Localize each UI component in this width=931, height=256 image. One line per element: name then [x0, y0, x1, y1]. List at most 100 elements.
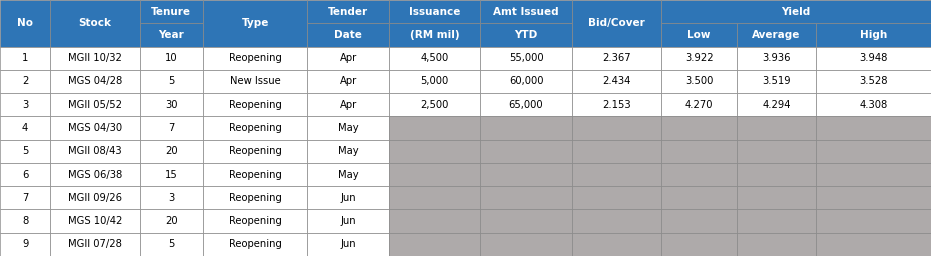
- Text: Date: Date: [334, 30, 362, 40]
- Text: Amt Issued: Amt Issued: [493, 7, 559, 17]
- Bar: [203, 140, 307, 163]
- Bar: [203, 233, 307, 256]
- Bar: [661, 233, 737, 256]
- Bar: [0, 93, 50, 116]
- Bar: [816, 23, 931, 47]
- Text: 8: 8: [22, 216, 28, 226]
- Text: MGII 10/32: MGII 10/32: [68, 53, 122, 63]
- Text: 6: 6: [22, 169, 28, 179]
- Bar: [661, 23, 737, 47]
- Text: Jun: Jun: [341, 216, 356, 226]
- Bar: [203, 47, 307, 70]
- Text: 2.367: 2.367: [602, 53, 630, 63]
- Text: Year: Year: [158, 30, 184, 40]
- Bar: [203, 209, 307, 233]
- Bar: [389, 70, 480, 93]
- Text: Reopening: Reopening: [229, 123, 281, 133]
- Bar: [307, 93, 389, 116]
- Text: Jun: Jun: [341, 239, 356, 249]
- Bar: [203, 0, 307, 47]
- Bar: [816, 209, 931, 233]
- Bar: [816, 186, 931, 209]
- Bar: [203, 70, 307, 93]
- Text: No: No: [17, 18, 34, 28]
- Bar: [389, 116, 480, 140]
- Bar: [737, 23, 816, 47]
- Bar: [140, 163, 203, 186]
- Text: 10: 10: [165, 53, 178, 63]
- Bar: [572, 209, 661, 233]
- Bar: [572, 93, 661, 116]
- Bar: [307, 186, 389, 209]
- Bar: [307, 47, 389, 70]
- Text: YTD: YTD: [515, 30, 537, 40]
- Bar: [307, 0, 389, 23]
- Bar: [816, 233, 931, 256]
- Bar: [480, 0, 572, 23]
- Text: Reopening: Reopening: [229, 239, 281, 249]
- Text: 4,500: 4,500: [421, 53, 449, 63]
- Bar: [203, 163, 307, 186]
- Text: Issuance: Issuance: [409, 7, 461, 17]
- Bar: [480, 186, 572, 209]
- Text: MGII 07/28: MGII 07/28: [68, 239, 122, 249]
- Bar: [50, 93, 140, 116]
- Bar: [0, 70, 50, 93]
- Bar: [661, 47, 737, 70]
- Bar: [737, 93, 816, 116]
- Text: Average: Average: [752, 30, 801, 40]
- Bar: [661, 0, 931, 23]
- Text: 3.922: 3.922: [685, 53, 713, 63]
- Bar: [203, 186, 307, 209]
- Bar: [0, 233, 50, 256]
- Text: 4.270: 4.270: [685, 100, 713, 110]
- Text: May: May: [338, 146, 358, 156]
- Text: 4.308: 4.308: [859, 100, 887, 110]
- Bar: [203, 116, 307, 140]
- Bar: [50, 140, 140, 163]
- Text: 55,000: 55,000: [508, 53, 544, 63]
- Text: Bid/Cover: Bid/Cover: [588, 18, 644, 28]
- Bar: [0, 0, 50, 47]
- Bar: [480, 70, 572, 93]
- Text: Reopening: Reopening: [229, 169, 281, 179]
- Bar: [572, 47, 661, 70]
- Text: 60,000: 60,000: [508, 77, 544, 87]
- Bar: [50, 233, 140, 256]
- Bar: [816, 47, 931, 70]
- Text: Reopening: Reopening: [229, 193, 281, 203]
- Bar: [816, 93, 931, 116]
- Text: MGII 08/43: MGII 08/43: [68, 146, 122, 156]
- Bar: [140, 47, 203, 70]
- Text: 5,000: 5,000: [421, 77, 449, 87]
- Text: Tenure: Tenure: [152, 7, 191, 17]
- Bar: [50, 209, 140, 233]
- Text: 4.294: 4.294: [762, 100, 790, 110]
- Bar: [480, 140, 572, 163]
- Bar: [572, 70, 661, 93]
- Bar: [572, 233, 661, 256]
- Text: 7: 7: [169, 123, 174, 133]
- Bar: [661, 116, 737, 140]
- Text: 1: 1: [22, 53, 28, 63]
- Bar: [389, 47, 480, 70]
- Bar: [203, 93, 307, 116]
- Text: Type: Type: [241, 18, 269, 28]
- Text: New Issue: New Issue: [230, 77, 280, 87]
- Text: 3.948: 3.948: [859, 53, 887, 63]
- Bar: [307, 163, 389, 186]
- Bar: [816, 140, 931, 163]
- Text: Apr: Apr: [340, 100, 357, 110]
- Bar: [572, 163, 661, 186]
- Text: 65,000: 65,000: [508, 100, 544, 110]
- Text: 3: 3: [22, 100, 28, 110]
- Bar: [50, 0, 140, 47]
- Bar: [140, 209, 203, 233]
- Bar: [307, 70, 389, 93]
- Text: 2.153: 2.153: [602, 100, 630, 110]
- Text: MGII 09/26: MGII 09/26: [68, 193, 122, 203]
- Text: Apr: Apr: [340, 53, 357, 63]
- Bar: [0, 47, 50, 70]
- Text: 15: 15: [165, 169, 178, 179]
- Text: 5: 5: [169, 77, 174, 87]
